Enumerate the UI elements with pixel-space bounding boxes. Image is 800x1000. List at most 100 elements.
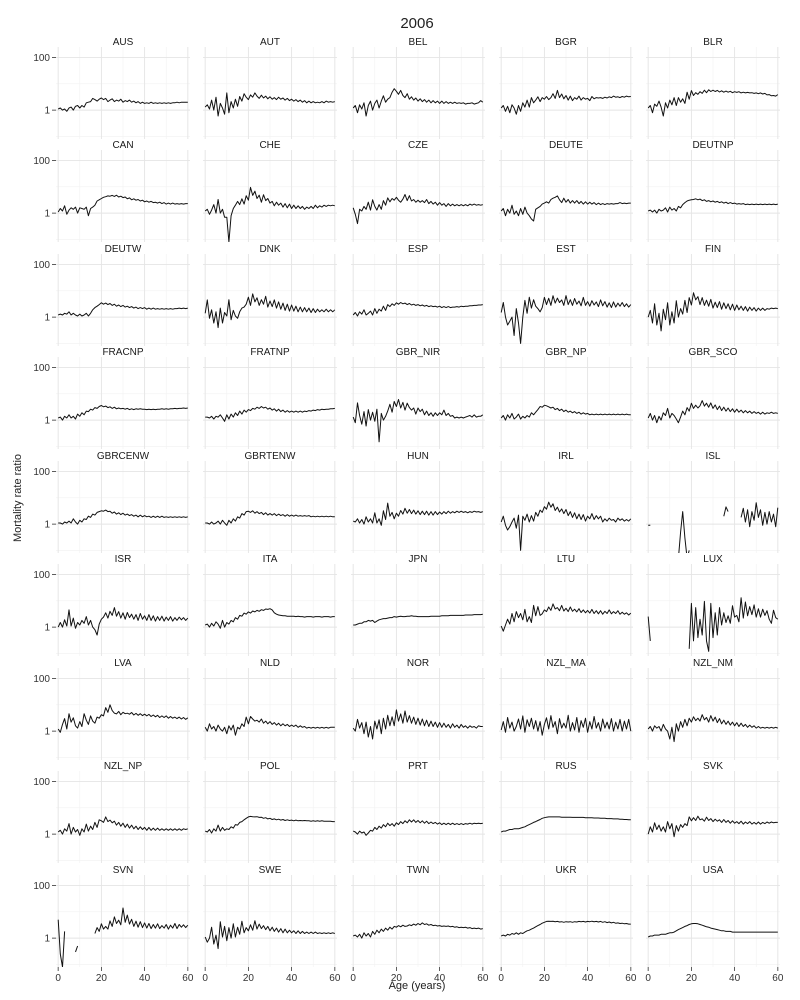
series-line [647, 923, 778, 938]
facet-label: NZL_NP [104, 761, 143, 772]
series-line [647, 292, 778, 332]
series-line [205, 815, 335, 834]
series-line [500, 404, 631, 421]
facet-label: BEL [409, 37, 428, 48]
chart-title: 2006 [400, 15, 433, 32]
series-line [353, 819, 483, 836]
series-line [204, 186, 335, 242]
series-line [500, 501, 632, 551]
facet-panel: CZE [351, 140, 485, 242]
x-tick-label: 40 [729, 973, 741, 984]
facet-label: SWE [259, 865, 282, 876]
facet-panel: FRATNP [203, 347, 337, 449]
x-tick-label: 60 [772, 973, 784, 984]
facet-label: DEUTW [105, 244, 142, 255]
y-tick-label: 1 [44, 727, 50, 738]
y-tick-label: 100 [33, 777, 50, 788]
facet-label: PRT [408, 761, 428, 772]
series-line [57, 704, 189, 733]
x-tick-label: 40 [139, 973, 151, 984]
facet-panel: DEUTW 1 100 [33, 244, 190, 346]
facet-panel: SVN 1 100 0 20 40 60 [33, 865, 194, 984]
y-tick-label: 1 [44, 934, 50, 945]
series-line [352, 302, 483, 317]
series-line [353, 613, 483, 626]
facet-label: NZL_MA [546, 658, 586, 669]
facet-panel: GBRTENW [203, 451, 337, 553]
facet-label: DEUTE [549, 140, 583, 151]
facet-label: POL [260, 761, 280, 772]
facet-panel: NLD [203, 658, 337, 760]
series-line [353, 922, 483, 939]
series-line [352, 709, 483, 740]
series-line [501, 816, 631, 833]
facet-panel: NZL_MA [499, 658, 633, 760]
facet-panel: FRACNP 1 100 [33, 347, 190, 449]
facet-label: CHE [259, 140, 280, 151]
facet-label: NLD [260, 658, 280, 669]
facet-label: FIN [705, 244, 721, 255]
facet-label: BGR [555, 37, 577, 48]
facet-label: ISL [705, 451, 720, 462]
y-tick-label: 100 [33, 53, 50, 64]
facet-panel: TWN 0 20 40 60 [350, 865, 488, 984]
facet-label: HUN [407, 451, 429, 462]
y-tick-label: 1 [44, 623, 50, 634]
facet-label: BLR [703, 37, 722, 48]
series-line [500, 295, 632, 344]
x-tick-label: 40 [434, 973, 446, 984]
facet-label: SVK [703, 761, 723, 772]
facet-panel: EST [499, 244, 633, 346]
facet-label: JPN [409, 554, 428, 565]
series-line [647, 89, 779, 117]
facet-panel: FIN [646, 244, 780, 346]
facet-panel: ISR 1 100 [33, 554, 190, 656]
y-axis-title: Mortality rate ratio [12, 454, 24, 542]
facet-label: DNK [259, 244, 280, 255]
x-tick-label: 60 [625, 973, 637, 984]
series-line [500, 714, 632, 736]
series-line [204, 716, 335, 736]
series-line [500, 195, 631, 222]
x-tick-label: 0 [202, 973, 208, 984]
facet-label: FRATNP [250, 347, 290, 358]
series-line [58, 302, 188, 317]
facet-label: ITA [263, 554, 278, 565]
facet-panel: ITA [203, 554, 337, 656]
x-tick-label: 60 [477, 973, 489, 984]
x-tick-label: 0 [498, 973, 504, 984]
y-tick-label: 100 [33, 674, 50, 685]
facet-label: SVN [113, 865, 134, 876]
facet-panel: POL [203, 761, 337, 863]
series-line [204, 92, 335, 117]
series-line [352, 88, 484, 117]
series-line [58, 405, 188, 421]
facet-panel: USA 0 20 40 60 [645, 865, 783, 984]
facet-label: AUT [260, 37, 280, 48]
series-line [57, 907, 189, 967]
x-axis-title: Age (years) [389, 980, 446, 992]
facet-label: NOR [407, 658, 429, 669]
facet-label: DEUTNP [692, 140, 733, 151]
series-line [647, 714, 778, 743]
facet-label: NZL_NM [693, 658, 733, 669]
facet-panel: DEUTE [499, 140, 633, 242]
y-tick-label: 100 [33, 363, 50, 374]
facet-label: USA [703, 865, 724, 876]
series-line [205, 406, 335, 422]
x-tick-label: 0 [55, 973, 61, 984]
facet-panel: SVK [646, 761, 780, 863]
series-line [648, 198, 778, 214]
facet-label: TWN [407, 865, 430, 876]
series-line [352, 399, 484, 443]
facet-panel: AUT [203, 37, 337, 139]
facet-panel: DEUTNP [646, 140, 780, 242]
facet-panel: UKR 0 20 40 60 [498, 865, 636, 984]
x-tick-label: 20 [539, 973, 551, 984]
facet-label: GBRCENW [97, 451, 150, 462]
facet-panel: GBR_NIR [351, 347, 485, 449]
x-tick-label: 60 [182, 973, 194, 984]
series-line [647, 815, 778, 838]
facet-label: GBRTENW [245, 451, 296, 462]
